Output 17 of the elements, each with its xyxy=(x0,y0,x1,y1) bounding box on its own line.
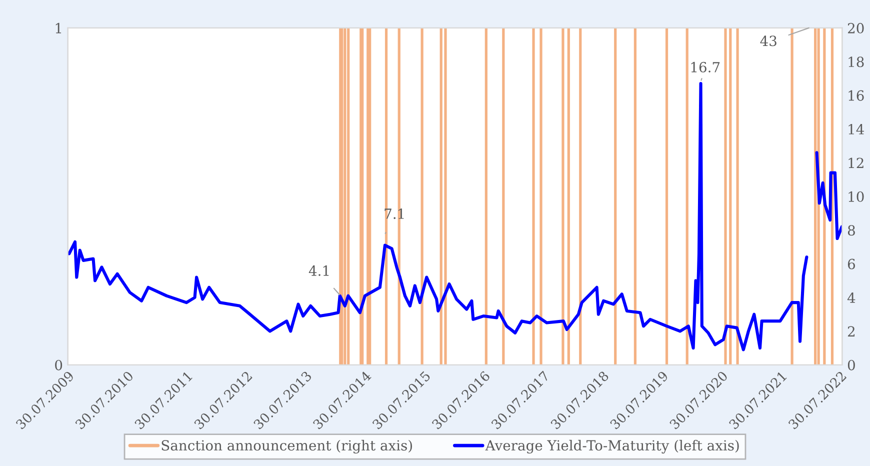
y2-tick-label: 18 xyxy=(848,56,864,68)
y2-tick-label: 2 xyxy=(848,326,854,336)
annotation: 16.7 xyxy=(691,62,720,72)
y2-tick-label: 6 xyxy=(848,258,855,270)
y2-tick-label: 12 xyxy=(848,158,864,168)
y2-tick-label: 10 xyxy=(848,191,864,202)
y2-tick-label: 4 xyxy=(847,292,856,303)
legend-label: Average Yield-To-Maturity (left axis) xyxy=(485,440,739,454)
y2-tick-label: 14 xyxy=(848,124,864,134)
legend-label: Sanction announcement (right axis) xyxy=(162,440,412,454)
annotation: 4.1 xyxy=(308,265,329,276)
y2-tick-label: 8 xyxy=(848,225,855,236)
y2-tick-label: 20 xyxy=(848,22,864,34)
y2-tick-label: 0 xyxy=(848,360,855,370)
y-tick-label: 1 xyxy=(56,22,62,34)
annotation: 43 xyxy=(760,36,776,46)
y2-tick-label: 16 xyxy=(848,90,864,101)
